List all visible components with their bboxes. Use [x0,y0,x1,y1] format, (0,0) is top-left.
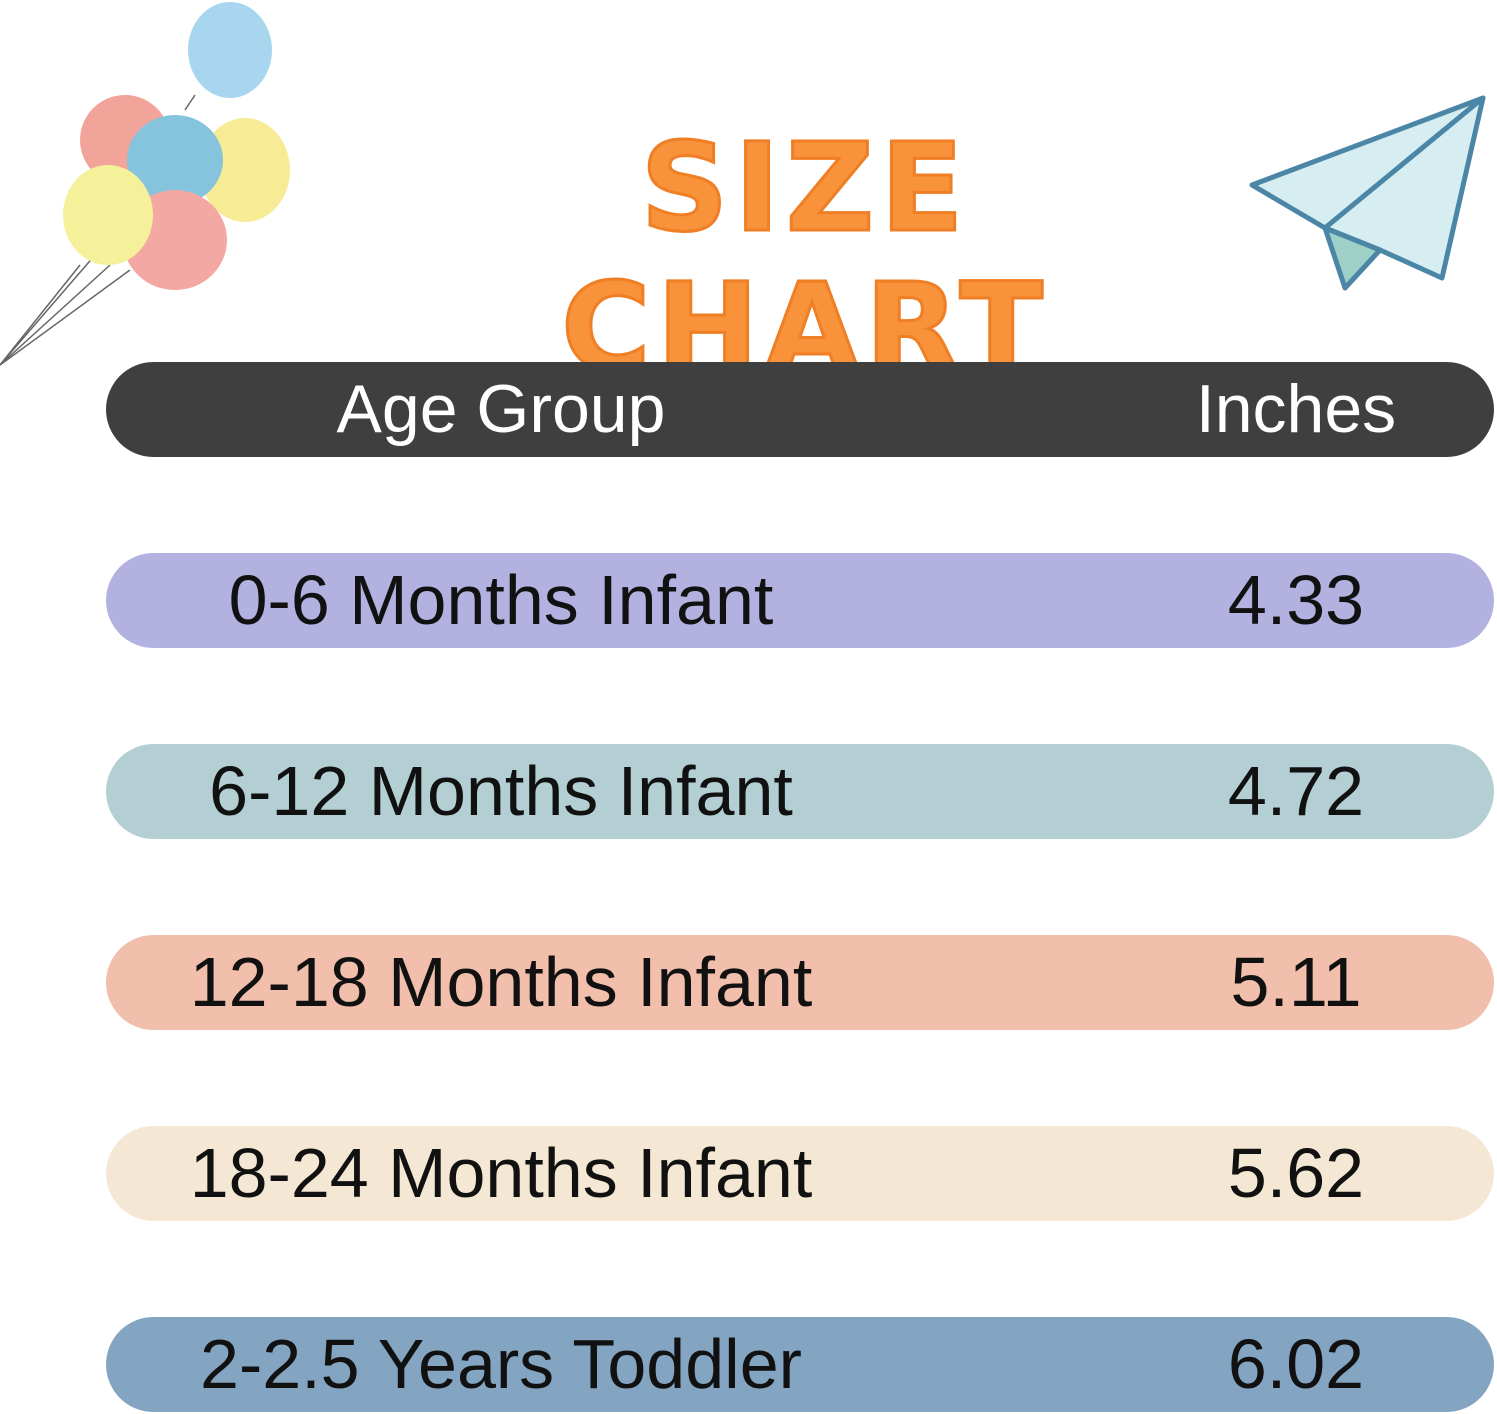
table-row: 12-18 Months Infant 5.11 [106,935,1494,1030]
inches-cell: 5.11 [1230,943,1362,1021]
table-row: 6-12 Months Infant 4.72 [106,744,1494,839]
paper-plane-icon [1249,95,1486,291]
inches-cell: 4.33 [1227,561,1365,639]
age-cell: 12-18 Months Infant [189,943,813,1021]
header-age-group: Age Group [336,371,666,447]
age-cell: 18-24 Months Infant [189,1134,813,1212]
page-title: SIZE CHART [560,117,1049,400]
inches-cell: 6.02 [1227,1325,1365,1403]
table-row: 0-6 Months Infant 4.33 [106,553,1494,648]
header-inches: Inches [1195,371,1397,447]
table-row: 2-2.5 Years Toddler 6.02 [106,1317,1494,1412]
table-header: Age Group Inches [106,362,1494,457]
age-cell: 6-12 Months Infant [209,752,793,830]
balloons-icon [0,2,290,366]
inches-cell: 5.62 [1227,1134,1365,1212]
age-cell: 0-6 Months Infant [228,561,774,639]
inches-cell: 4.72 [1227,752,1365,830]
table-row: 18-24 Months Infant 5.62 [106,1126,1494,1221]
age-cell: 2-2.5 Years Toddler [200,1325,802,1403]
